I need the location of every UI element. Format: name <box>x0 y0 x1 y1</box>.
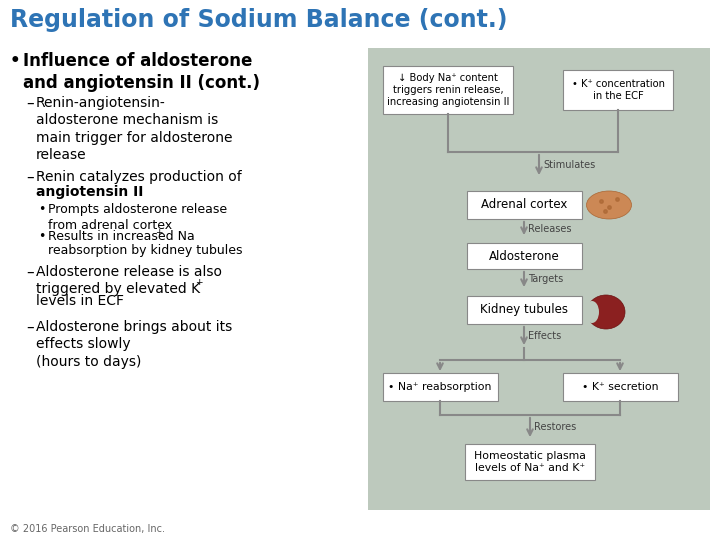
Text: •: • <box>38 203 45 216</box>
Text: Renin-angiotensin-
aldosterone mechanism is
main trigger for aldosterone
release: Renin-angiotensin- aldosterone mechanism… <box>36 96 233 162</box>
Text: levels in ECF: levels in ECF <box>36 294 124 308</box>
Text: © 2016 Pearson Education, Inc.: © 2016 Pearson Education, Inc. <box>10 524 165 534</box>
Text: Adrenal cortex: Adrenal cortex <box>481 199 567 212</box>
Bar <box>368 48 710 510</box>
Text: Aldosterone: Aldosterone <box>489 249 559 262</box>
Text: reabsorption by kidney tubules: reabsorption by kidney tubules <box>48 244 243 257</box>
Text: Influence of aldosterone
and angiotensin II (cont.): Influence of aldosterone and angiotensin… <box>23 52 260 92</box>
Ellipse shape <box>587 295 625 329</box>
Text: angiotensin II: angiotensin II <box>36 185 143 199</box>
Text: Results in increased Na: Results in increased Na <box>48 230 194 243</box>
Text: • K⁺ concentration
in the ECF: • K⁺ concentration in the ECF <box>572 79 665 101</box>
Text: Targets: Targets <box>528 274 563 285</box>
Bar <box>383 66 513 114</box>
Bar <box>562 373 678 401</box>
Text: Effects: Effects <box>528 331 562 341</box>
Text: • K⁺ secretion: • K⁺ secretion <box>582 382 658 392</box>
Text: Regulation of Sodium Balance (cont.): Regulation of Sodium Balance (cont.) <box>10 8 508 32</box>
Bar <box>467 296 582 324</box>
Text: –: – <box>26 96 34 111</box>
Text: –: – <box>26 265 34 280</box>
Text: –: – <box>26 320 34 335</box>
Text: Restores: Restores <box>534 422 576 433</box>
Bar <box>467 243 582 269</box>
Text: ↓ Body Na⁺ content
triggers renin release,
increasing angiotensin II: ↓ Body Na⁺ content triggers renin releas… <box>387 73 509 106</box>
Ellipse shape <box>585 301 599 323</box>
Bar <box>382 373 498 401</box>
Text: Kidney tubules: Kidney tubules <box>480 303 568 316</box>
Text: Prompts aldosterone release
from adrenal cortex: Prompts aldosterone release from adrenal… <box>48 203 227 232</box>
Text: •: • <box>10 52 21 70</box>
Text: Stimulates: Stimulates <box>543 160 595 170</box>
Text: Aldosterone release is also
triggered by elevated K: Aldosterone release is also triggered by… <box>36 265 222 296</box>
Text: Releases: Releases <box>528 224 572 233</box>
Text: +: + <box>155 228 163 237</box>
Bar <box>465 444 595 480</box>
Text: • Na⁺ reabsorption: • Na⁺ reabsorption <box>388 382 492 392</box>
Bar <box>563 70 673 110</box>
Text: +: + <box>195 278 202 287</box>
Text: •: • <box>38 230 45 243</box>
Text: Aldosterone brings about its
effects slowly
(hours to days): Aldosterone brings about its effects slo… <box>36 320 233 369</box>
Text: –: – <box>26 170 34 185</box>
Text: Homeostatic plasma
levels of Na⁺ and K⁺: Homeostatic plasma levels of Na⁺ and K⁺ <box>474 451 586 473</box>
Text: Renin catalyzes production of: Renin catalyzes production of <box>36 170 242 184</box>
Ellipse shape <box>587 191 631 219</box>
Bar <box>467 191 582 219</box>
